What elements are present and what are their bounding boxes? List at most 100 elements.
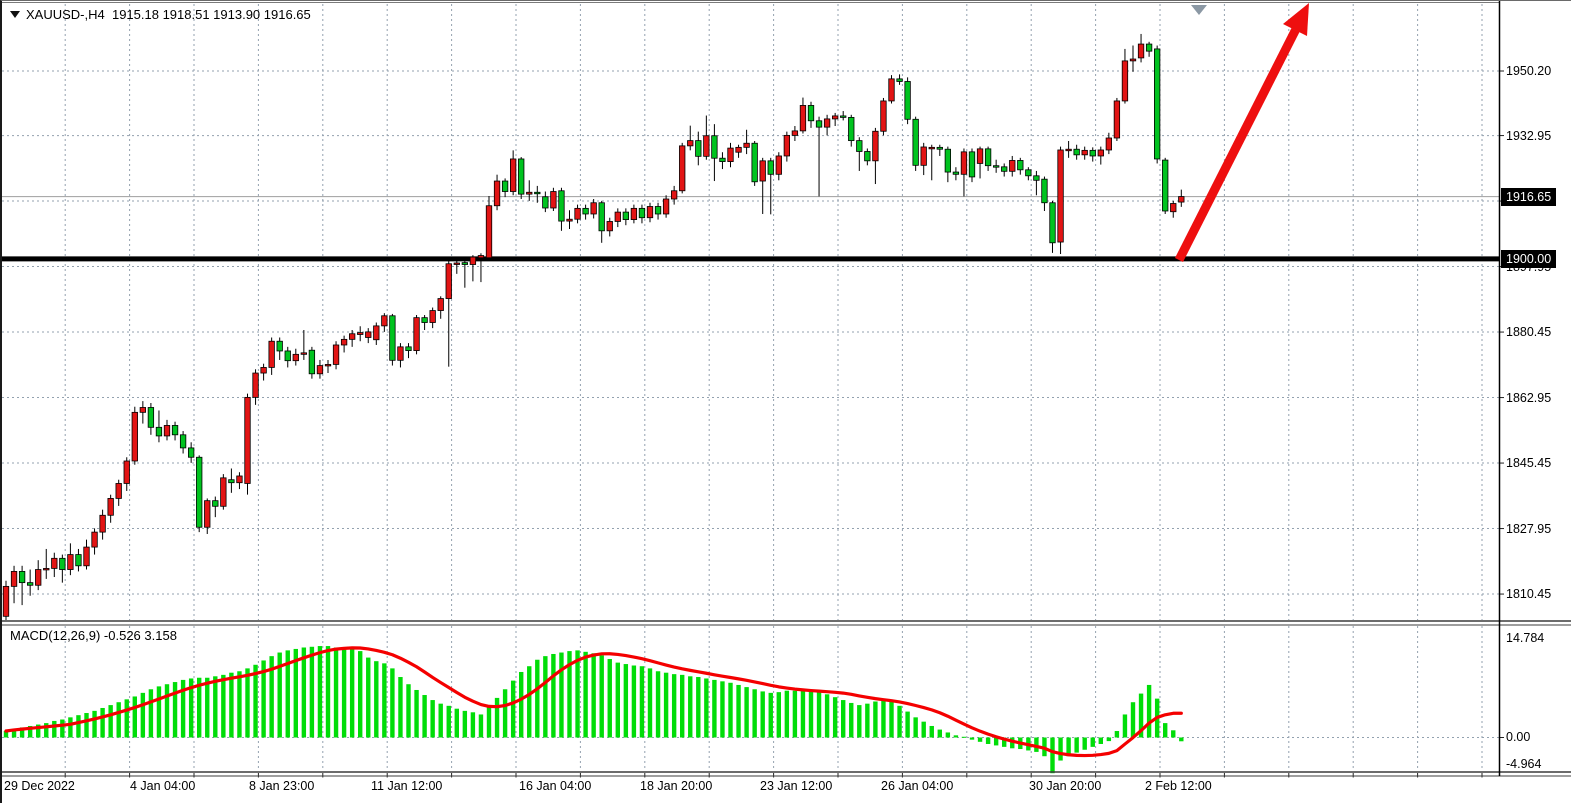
candle-body <box>1073 148 1080 156</box>
candle-body <box>2 585 10 617</box>
macd-bar <box>494 697 500 738</box>
macd-bar <box>1114 731 1120 738</box>
macd-bar <box>760 691 765 738</box>
macd-axis-label[interactable]: -4.964 <box>1506 757 1542 771</box>
candle-body <box>671 190 678 200</box>
chart-shift-icon[interactable] <box>1191 5 1207 15</box>
macd-bar <box>527 666 532 738</box>
macd-bar <box>406 684 411 738</box>
macd-axis-label[interactable]: 0.00 <box>1506 730 1531 744</box>
candle-body <box>630 207 638 220</box>
candle-body <box>1049 202 1056 244</box>
macd-bar <box>213 676 218 738</box>
candle-body <box>719 157 726 162</box>
macd-bar <box>116 702 121 738</box>
candle-body <box>976 148 984 164</box>
candle-body <box>332 344 340 365</box>
time-axis-label[interactable]: 2 Feb 12:00 <box>1145 779 1212 793</box>
candle-body <box>244 396 251 484</box>
macd-bar <box>188 678 194 738</box>
candle-body <box>131 411 138 462</box>
candle-body <box>526 191 533 195</box>
candle-body <box>888 78 895 102</box>
macd-bar <box>591 653 596 738</box>
time-axis-label[interactable]: 29 Dec 2022 <box>4 779 75 793</box>
macd-bar <box>1058 737 1063 761</box>
candle-body <box>558 190 565 222</box>
macd-bar <box>180 679 186 738</box>
macd-bar <box>559 652 564 738</box>
macd-bar <box>519 671 524 738</box>
macd-bar <box>382 663 387 738</box>
macd-bar <box>414 689 419 738</box>
candle-body <box>614 211 621 222</box>
macd-bar <box>237 671 242 738</box>
time-axis-label[interactable]: 11 Jan 12:00 <box>371 779 443 793</box>
candle-body <box>1001 166 1008 172</box>
price-axis-label[interactable]: 1950.20 <box>1506 64 1552 78</box>
macd-bar <box>349 648 355 738</box>
macd-bar <box>269 656 274 738</box>
macd-bar <box>502 689 508 738</box>
candle-body <box>864 151 871 162</box>
trend-arrow-annotation[interactable] <box>1174 3 1309 263</box>
macd-bar <box>68 717 73 738</box>
macd-bar <box>720 681 725 738</box>
time-axis-label[interactable]: 4 Jan 04:00 <box>130 779 196 793</box>
time-axis-label[interactable]: 8 Jan 23:00 <box>249 779 315 793</box>
price-axis-label[interactable]: 1862.95 <box>1506 390 1552 405</box>
time-axis-label[interactable]: 30 Jan 20:00 <box>1029 779 1102 793</box>
candle-body <box>856 140 863 152</box>
macd-axis-label[interactable]: 14.784 <box>1506 631 1545 645</box>
macd-bar <box>841 700 846 738</box>
candle-body <box>791 130 799 136</box>
candle-body <box>115 483 122 499</box>
macd-bar <box>985 737 991 744</box>
price-axis-label[interactable]: 1932.95 <box>1506 128 1552 143</box>
time-axis-label[interactable]: 23 Jan 12:00 <box>760 779 833 793</box>
time-axis-label[interactable]: 26 Jan 04:00 <box>881 779 954 793</box>
price-axis-label[interactable]: 1880.45 <box>1506 325 1552 340</box>
macd-bar <box>921 721 926 738</box>
macd-bar <box>261 660 266 738</box>
macd-bar <box>3 731 9 738</box>
candle-body <box>171 425 179 436</box>
macd-bar <box>486 706 492 738</box>
candle-body <box>316 365 324 375</box>
macd-bar <box>945 732 951 738</box>
macd-indicator-label: MACD(12,26,9) -0.526 3.158 <box>10 628 177 643</box>
candle-body <box>920 146 927 166</box>
macd-bar <box>599 655 604 738</box>
macd-bar <box>688 676 693 738</box>
macd-bar <box>1082 737 1087 750</box>
candle-body <box>743 142 750 148</box>
candle-body <box>1057 149 1064 243</box>
candle-body <box>1178 196 1185 203</box>
macd-bar <box>1090 737 1095 747</box>
candle-body <box>904 81 911 120</box>
symbol-dropdown-icon[interactable] <box>10 11 20 18</box>
macd-bar <box>897 705 902 738</box>
macd-signal-line <box>4 646 1183 758</box>
price-axis-label[interactable]: 1845.45 <box>1506 456 1552 471</box>
price-axis-label[interactable]: 1810.45 <box>1506 587 1552 602</box>
price-axis-label[interactable]: 1827.95 <box>1506 521 1552 536</box>
time-axis-label[interactable]: 16 Jan 04:00 <box>519 779 592 793</box>
candle-body <box>960 151 968 175</box>
macd-bar <box>172 682 178 738</box>
candle-body <box>187 447 195 458</box>
macd-bar <box>1010 737 1015 749</box>
macd-bar <box>800 689 806 738</box>
candle-body <box>695 140 702 157</box>
candle-body <box>534 191 541 195</box>
time-axis-label[interactable]: 18 Jan 20:00 <box>640 779 713 793</box>
candle-body <box>566 218 573 222</box>
macd-bar <box>1146 684 1152 738</box>
candle-body <box>872 130 879 162</box>
candle-body <box>260 367 267 374</box>
candle-body <box>711 135 718 159</box>
candle-body <box>1154 48 1161 160</box>
candle-body <box>1081 149 1088 156</box>
